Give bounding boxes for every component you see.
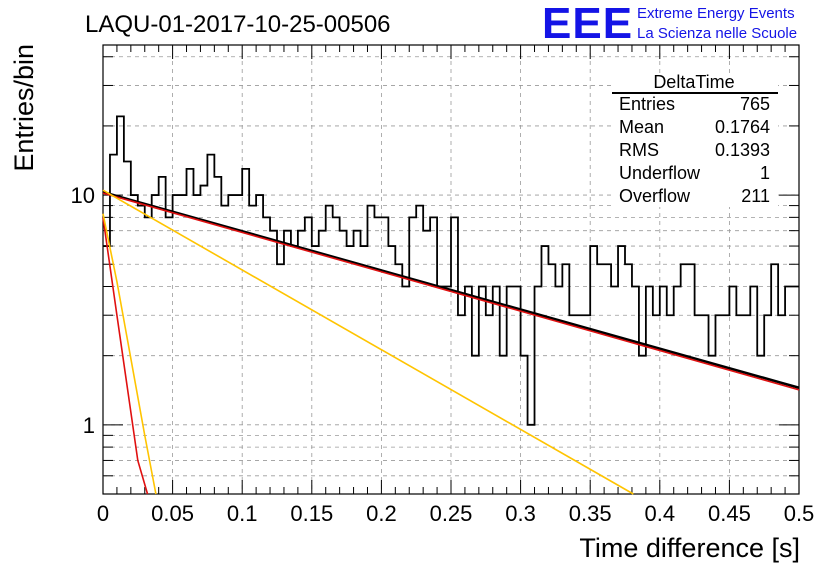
fit-line-slow-component <box>102 192 800 391</box>
stats-row-label: RMS <box>619 140 659 160</box>
stats-row-label: Entries <box>619 94 675 114</box>
x-tick-label: 0.45 <box>708 501 751 526</box>
x-tick-label: 0.35 <box>569 501 612 526</box>
stats-row-label: Mean <box>619 117 664 137</box>
stats-row-value: 0.1393 <box>715 140 770 160</box>
x-tick-label: 0.5 <box>784 501 815 526</box>
x-tick-label: 0.25 <box>430 501 473 526</box>
stats-rows: Entries 765 Mean 0.1764 RMS 0.1393 Underflow 1 O… <box>619 94 770 206</box>
x-tick-label: 0.2 <box>366 501 397 526</box>
y-tick-label: 1 <box>83 413 95 438</box>
fit-lines-layer <box>102 189 800 495</box>
stats-row-value: 765 <box>740 94 770 114</box>
stats-row-label: Underflow <box>619 163 701 183</box>
grid <box>103 45 799 494</box>
fit-line-total <box>102 190 800 389</box>
chart-title: LAQU-01-2017-10-25-00506 <box>85 11 391 38</box>
x-tick-label: 0.15 <box>290 501 333 526</box>
x-tick-label: 0.05 <box>151 501 194 526</box>
stats-box: DeltaTime Entries 765 Mean 0.1764 RMS 0.1393 U… <box>612 72 778 207</box>
stats-box-bg <box>612 73 778 207</box>
y-axis-ticks: 1 10 <box>71 56 799 495</box>
fit-line-fast-component <box>102 217 149 495</box>
fit-line-mid-component <box>102 189 634 495</box>
stats-row-value: 1 <box>760 163 770 183</box>
stats-row-label: Overflow <box>619 186 691 206</box>
x-tick-label: 0 <box>97 501 109 526</box>
logo-line2: La Scienza nelle Scuole <box>637 25 797 42</box>
x-tick-label: 0.3 <box>505 501 536 526</box>
x-tick-label: 0.1 <box>227 501 258 526</box>
eee-logo: EEE Extreme Energy Events La Scienza nel… <box>542 0 797 48</box>
y-axis-title: Entries/bin <box>9 44 39 172</box>
y-tick-label: 10 <box>71 183 95 208</box>
logo-mark: EEE <box>542 0 633 48</box>
stats-row-value: 0.1764 <box>715 117 770 137</box>
stats-title: DeltaTime <box>653 72 734 92</box>
x-axis-title: Time difference [s] <box>579 533 800 563</box>
x-tick-label: 0.4 <box>645 501 676 526</box>
fit-line-fast-component-fit <box>102 213 157 495</box>
logo-line1: Extreme Energy Events <box>637 5 795 22</box>
stats-row-value: 211 <box>741 186 770 206</box>
x-axis-ticks: 0 0.05 0.1 0.15 0.2 0.25 0.3 0.35 0.4 0.45 0.5 <box>97 45 814 526</box>
